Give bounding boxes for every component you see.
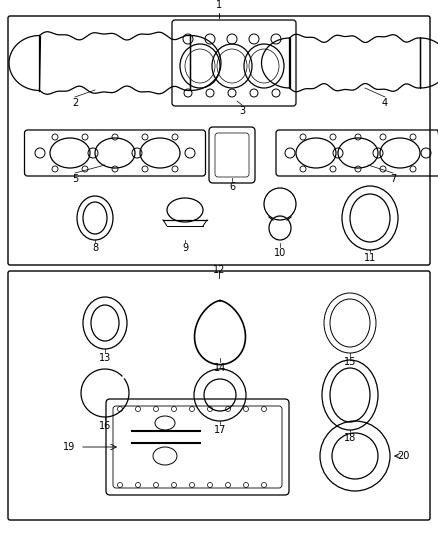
Text: 16: 16 [99, 421, 111, 431]
Text: 14: 14 [214, 363, 226, 373]
Text: 20: 20 [397, 451, 410, 461]
Text: 19: 19 [63, 442, 75, 452]
Text: 12: 12 [213, 265, 225, 275]
Text: 17: 17 [214, 425, 226, 435]
Text: 15: 15 [344, 357, 356, 367]
Text: 1: 1 [216, 0, 222, 10]
Text: 13: 13 [99, 353, 111, 363]
Text: 11: 11 [364, 253, 376, 263]
Text: 10: 10 [274, 248, 286, 258]
Text: 3: 3 [239, 106, 245, 116]
Text: 8: 8 [92, 243, 98, 253]
Text: 7: 7 [390, 174, 396, 184]
Text: 5: 5 [72, 174, 78, 184]
Text: 9: 9 [182, 243, 188, 253]
Text: 4: 4 [382, 98, 388, 108]
Text: 2: 2 [72, 98, 78, 108]
Text: 18: 18 [344, 433, 356, 443]
Text: 6: 6 [229, 182, 235, 192]
